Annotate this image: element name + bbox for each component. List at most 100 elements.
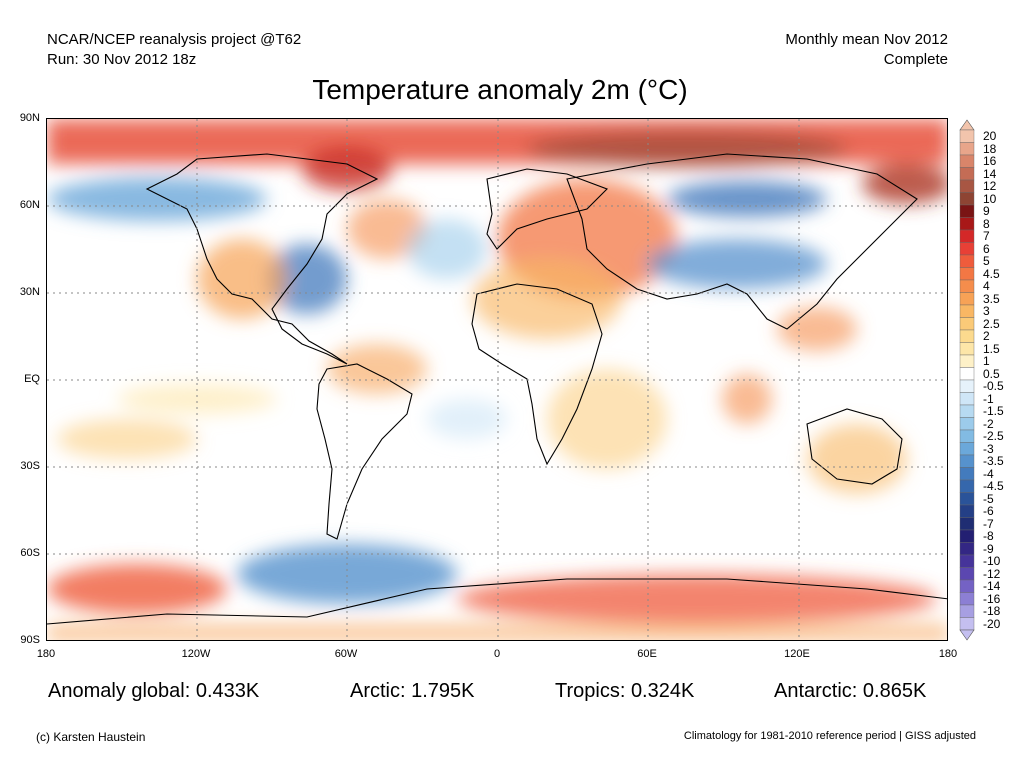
colorbar-label: -12 — [983, 566, 1001, 581]
lat-label-90s: 90S — [20, 634, 40, 646]
colorbar-swatch — [959, 229, 975, 243]
lon-label-180e: 180 — [938, 648, 958, 660]
lon-label-60w: 60W — [334, 648, 358, 660]
colorbar-label: -5 — [983, 491, 994, 506]
colorbar-swatch — [959, 392, 975, 406]
colorbar-swatch — [959, 217, 975, 231]
colorbar-label: -2 — [983, 416, 994, 431]
colorbar-swatch — [959, 179, 975, 193]
model-label: NCAR/NCEP reanalysis project @T62 — [47, 31, 302, 48]
colorbar-label: 9 — [983, 204, 990, 219]
south-america-outline — [316, 363, 413, 540]
colorbar-swatch — [959, 267, 975, 281]
colorbar-label: 8 — [983, 216, 990, 231]
colorbar-swatch — [959, 529, 975, 543]
colorbar-swatch — [959, 479, 975, 493]
colorbar-swatch — [959, 354, 975, 368]
colorbar-swatch — [959, 442, 975, 456]
colorbar-label: -1.5 — [983, 404, 1004, 419]
colorbar-label: 10 — [983, 191, 997, 206]
colorbar-swatch — [959, 242, 975, 256]
colorbar-swatch — [959, 317, 975, 331]
lon-label-0: 0 — [493, 648, 501, 660]
asia-outline — [566, 153, 918, 330]
colorbar-swatch — [959, 167, 975, 181]
colorbar-label: 4 — [983, 279, 990, 294]
colorbar-label: 5 — [983, 254, 990, 269]
colorbar-label: -4 — [983, 466, 994, 481]
colorbar-swatch — [959, 454, 975, 468]
status-label: Complete — [883, 51, 948, 68]
colorbar-swatch — [959, 292, 975, 306]
colorbar-label: -8 — [983, 529, 994, 544]
colorbar-label: -16 — [983, 591, 1001, 606]
europe-outline — [486, 168, 608, 250]
coastlines — [47, 153, 947, 625]
colorbar-swatch — [959, 154, 975, 168]
anomaly-tropics: Tropics: 0.324K — [555, 680, 695, 702]
africa-outline — [471, 283, 603, 466]
lat-label-60n: 60N — [19, 199, 40, 211]
colorbar-label: -10 — [983, 554, 1001, 569]
colorbar-bottom-arrow — [959, 629, 975, 641]
colorbar-swatch — [959, 504, 975, 518]
colorbar-swatch — [959, 404, 975, 418]
colorbar-label: 2.5 — [983, 316, 1000, 331]
map-canvas — [47, 119, 947, 640]
colorbar-label: -4.5 — [983, 479, 1004, 494]
colorbar-label: 16 — [983, 154, 997, 169]
colorbar-swatch — [959, 417, 975, 431]
colorbar-label: 2 — [983, 329, 990, 344]
colorbar — [959, 119, 975, 641]
anomaly-antarctic: Antarctic: 0.865K — [774, 680, 927, 702]
colorbar-swatch — [959, 467, 975, 481]
colorbar-label: -7 — [983, 516, 994, 531]
colorbar-label: 3.5 — [983, 291, 1000, 306]
colorbar-label: -3 — [983, 441, 994, 456]
colorbar-swatch — [959, 542, 975, 556]
lon-label-60e: 60E — [637, 648, 657, 660]
anomaly-field — [47, 119, 947, 640]
colorbar-swatch — [959, 604, 975, 618]
colorbar-label: -9 — [983, 541, 994, 556]
australia-outline — [806, 408, 903, 485]
colorbar-swatch — [959, 142, 975, 156]
lat-label-30n: 30N — [19, 286, 40, 298]
period-label: Monthly mean Nov 2012 — [785, 31, 948, 48]
colorbar-label: -14 — [983, 579, 1001, 594]
lon-label-120e: 120E — [784, 648, 810, 660]
header-right: Monthly mean Nov 2012 Complete — [785, 30, 948, 70]
lat-label-90n: 90N — [19, 112, 40, 124]
colorbar-swatch — [959, 554, 975, 568]
colorbar-label: -1 — [983, 391, 994, 406]
colorbar-swatch — [959, 304, 975, 318]
header-left: NCAR/NCEP reanalysis project @T62 Run: 3… — [47, 30, 301, 70]
colorbar-swatch — [959, 342, 975, 356]
colorbar-label: 4.5 — [983, 266, 1000, 281]
colorbar-swatch — [959, 279, 975, 293]
colorbar-label: -0.5 — [983, 379, 1004, 394]
colorbar-label: 1 — [983, 354, 990, 369]
colorbar-label: 0.5 — [983, 366, 1000, 381]
colorbar-label: -3.5 — [983, 454, 1004, 469]
lon-label-120w: 120W — [181, 648, 211, 660]
colorbar-label: -6 — [983, 504, 994, 519]
colorbar-swatch — [959, 592, 975, 606]
colorbar-swatch — [959, 429, 975, 443]
graticule — [47, 119, 947, 640]
colorbar-label: 14 — [983, 166, 997, 181]
colorbar-label: 6 — [983, 241, 990, 256]
lon-label-180w: 180 — [36, 648, 56, 660]
anomaly-arctic: Arctic: 1.795K — [350, 680, 475, 702]
lat-label-eq: EQ — [24, 373, 40, 385]
colorbar-label: 3 — [983, 304, 990, 319]
colorbar-swatch — [959, 329, 975, 343]
north-america-outline — [145, 153, 379, 365]
antarctica-outline — [47, 578, 947, 625]
colorbar-label: 20 — [983, 129, 997, 144]
colorbar-label: -20 — [983, 616, 1001, 631]
colorbar-label: 7 — [983, 229, 990, 244]
colorbar-swatch — [959, 204, 975, 218]
lat-label-30s: 30S — [20, 460, 40, 472]
colorbar-label: 1.5 — [983, 341, 1000, 356]
